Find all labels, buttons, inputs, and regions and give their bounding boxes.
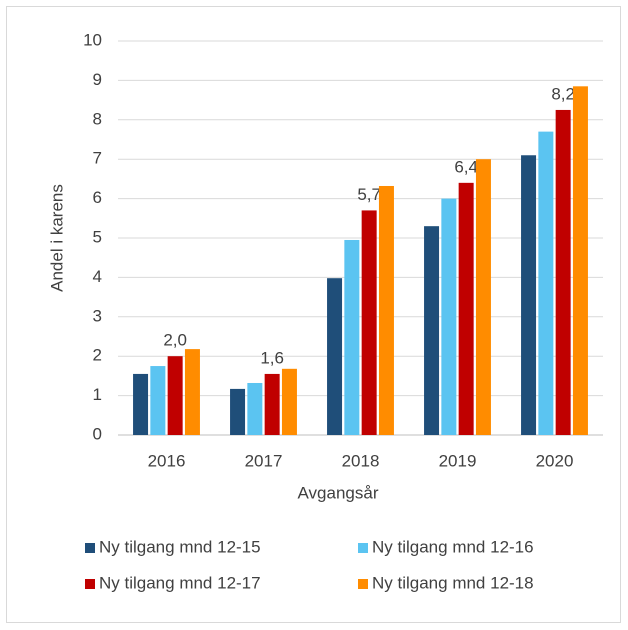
bar <box>150 366 166 435</box>
x-tick-label: 2016 <box>148 451 186 470</box>
bar <box>264 373 280 435</box>
data-label: 1,6 <box>260 348 284 367</box>
x-tick-label: 2017 <box>245 451 283 470</box>
bar <box>247 382 263 435</box>
data-label: 2,0 <box>163 331 187 350</box>
y-tick-label: 8 <box>93 109 102 128</box>
y-tick-label: 1 <box>93 385 102 404</box>
x-tick-label: 2018 <box>342 451 380 470</box>
legend-swatch <box>358 543 368 553</box>
bar <box>572 86 588 435</box>
legend-swatch <box>85 543 95 553</box>
y-tick-label: 5 <box>93 227 102 246</box>
y-tick-label: 0 <box>93 424 102 443</box>
legend-swatch <box>85 579 95 589</box>
y-tick-label: 6 <box>93 188 102 207</box>
y-axis-title: Andel i karens <box>47 184 66 292</box>
data-label: 6,4 <box>454 157 478 176</box>
data-label: 5,7 <box>357 185 381 204</box>
bar <box>167 356 183 435</box>
chart-border <box>6 6 621 623</box>
bar <box>521 155 537 435</box>
x-tick-label: 2020 <box>536 451 574 470</box>
bar <box>327 278 343 435</box>
legend-label: Ny tilgang mnd 12-16 <box>372 537 534 556</box>
y-tick-label: 4 <box>93 267 102 286</box>
legend-label: Ny tilgang mnd 12-17 <box>99 573 261 592</box>
bar <box>361 210 377 435</box>
y-tick-label: 7 <box>93 149 102 168</box>
y-tick-label: 10 <box>83 30 102 49</box>
legend-label: Ny tilgang mnd 12-18 <box>372 573 534 592</box>
y-tick-label: 2 <box>93 346 102 365</box>
bar <box>230 388 246 435</box>
bar <box>344 239 360 435</box>
bar <box>538 131 554 435</box>
bar <box>555 109 571 435</box>
y-tick-label: 3 <box>93 306 102 325</box>
bar <box>458 182 474 435</box>
bar <box>475 159 491 435</box>
bar <box>184 349 200 435</box>
bar <box>424 226 440 435</box>
data-label: 8,2 <box>551 84 575 103</box>
legend-swatch <box>358 579 368 589</box>
legend-label: Ny tilgang mnd 12-15 <box>99 537 261 556</box>
x-axis-title: Avgangsår <box>298 483 379 502</box>
x-tick-label: 2019 <box>439 451 477 470</box>
bar <box>281 368 297 435</box>
bar <box>378 185 394 435</box>
y-tick-label: 9 <box>93 70 102 89</box>
bar <box>441 198 457 435</box>
bar <box>133 373 149 435</box>
